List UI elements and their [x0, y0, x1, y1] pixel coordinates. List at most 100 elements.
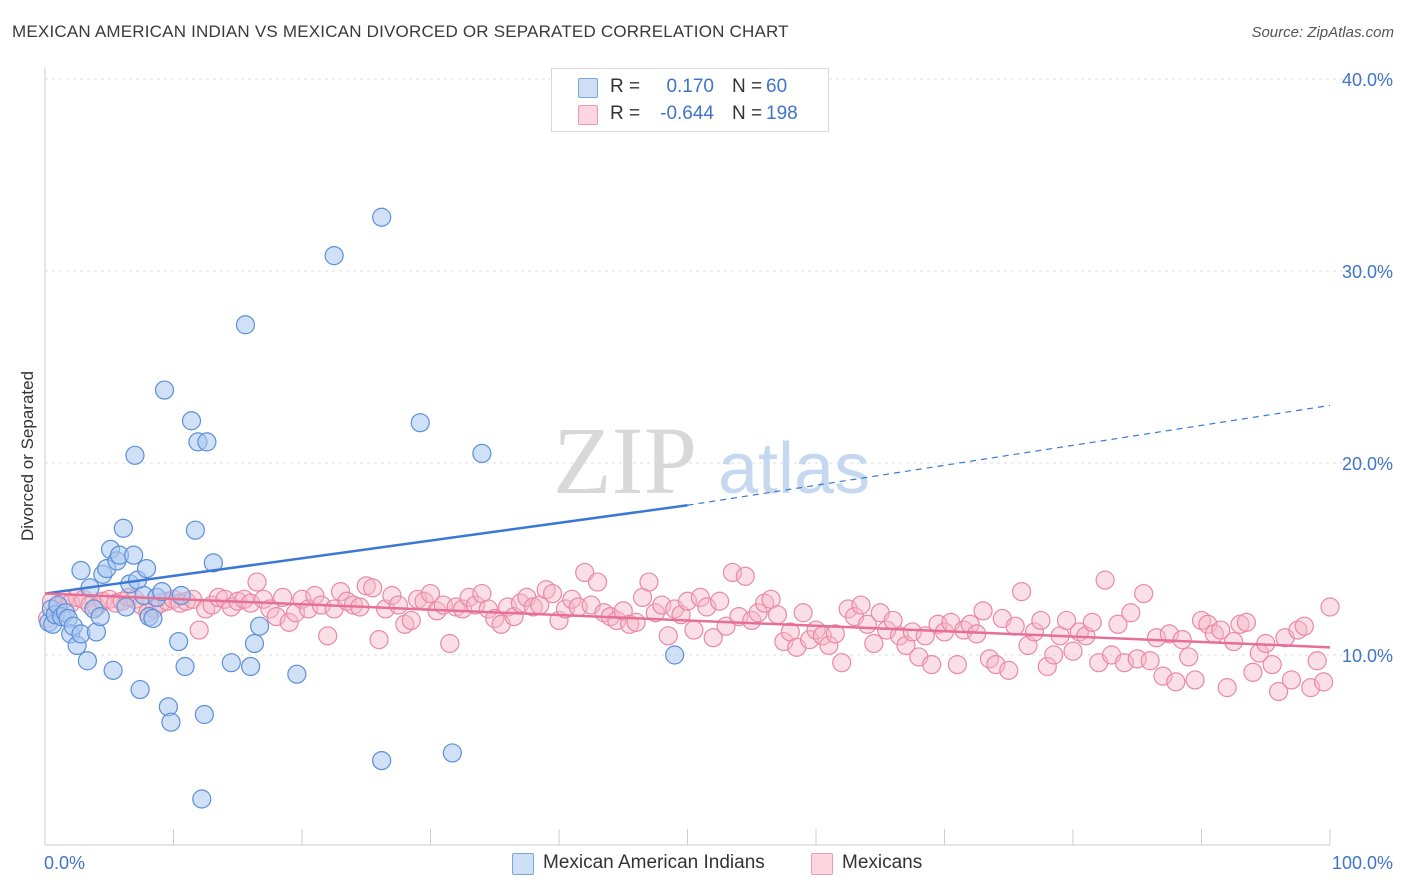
trend-line-blue [44, 504, 688, 595]
legend-n-label: N = [732, 103, 763, 124]
data-point-mexicans [735, 566, 755, 586]
data-point-mexican-american-indians [169, 631, 189, 652]
data-point-mexican-american-indians [181, 411, 202, 431]
legend-row-blue: R = 0.170 N = 60 [552, 74, 828, 100]
data-point-mexican-american-indians [113, 518, 133, 538]
data-point-mexican-american-indians [442, 743, 462, 763]
legend-swatch-blue [512, 853, 534, 875]
data-point-mexican-american-indians [665, 645, 685, 665]
data-point-mexicans [947, 654, 967, 675]
trend-line-blue-projection [687, 404, 1331, 506]
trend-line-pink [44, 592, 1331, 649]
data-point-mexican-american-indians [152, 582, 172, 602]
data-point-mexican-american-indians [136, 558, 157, 579]
axes [44, 68, 1331, 846]
data-point-mexicans [607, 610, 627, 631]
data-point-mexican-american-indians [185, 520, 205, 540]
data-point-mexicans [1294, 616, 1314, 636]
data-point-mexicans [279, 612, 299, 632]
data-point-mexicans [864, 633, 884, 654]
data-point-mexicans [645, 603, 665, 623]
data-point-mexican-american-indians [125, 445, 145, 465]
data-point-mexicans [851, 595, 871, 615]
data-point-mexicans [1320, 597, 1340, 617]
data-point-mexicans [767, 605, 788, 625]
data-point-mexicans [388, 595, 408, 615]
data-point-mexicans [1262, 654, 1282, 675]
data-point-mexicans [1024, 622, 1045, 642]
legend-n-value: 60 [766, 76, 788, 97]
data-point-mexicans [889, 626, 910, 646]
data-point-mexicans [247, 572, 267, 592]
legend-n-label: N = [732, 76, 763, 97]
data-point-mexicans [999, 660, 1019, 680]
data-point-mexicans [684, 620, 704, 640]
data-point-mexican-american-indians [143, 608, 163, 629]
data-point-mexicans [1114, 653, 1135, 673]
data-point-mexicans [575, 562, 595, 583]
data-point-mexicans [922, 654, 942, 675]
x-tick-label: 100.0% [1332, 853, 1393, 873]
data-point-mexicans [652, 595, 672, 615]
legend-r-value: 0.170 [666, 76, 714, 97]
legend-label: Mexican American Indians [543, 852, 765, 873]
trend-lines [44, 404, 1331, 649]
legend-r-label: R = [610, 103, 641, 124]
series-mexicans [37, 562, 1340, 702]
data-point-mexicans [1224, 631, 1244, 652]
data-point-mexican-american-indians [124, 545, 144, 565]
data-point-mexicans [273, 587, 293, 608]
data-point-mexican-american-indians [71, 560, 91, 581]
data-point-mexicans [1095, 570, 1115, 590]
data-point-mexicans [1121, 603, 1141, 623]
data-point-mexicans [1082, 612, 1102, 632]
data-point-mexicans [562, 589, 582, 609]
data-point-mexicans [1011, 582, 1032, 602]
data-point-mexicans [420, 583, 441, 604]
data-point-mexicans [1185, 670, 1205, 690]
chart-title: MEXICAN AMERICAN INDIAN VS MEXICAN DIVOR… [12, 22, 789, 41]
data-point-mexican-american-indians [221, 653, 241, 673]
data-point-mexicans [1217, 678, 1237, 698]
watermark-zip: ZIP [553, 407, 697, 514]
data-point-mexican-american-indians [197, 432, 217, 452]
tick-labels: 10.0% 20.0% 30.0% 40.0% 0.0% 100.0% [44, 70, 1393, 873]
y-tick-label: 30.0% [1342, 262, 1393, 282]
data-point-mexicans [838, 599, 858, 619]
data-point-mexican-american-indians [161, 712, 181, 732]
data-point-mexicans [1166, 672, 1186, 692]
data-point-mexicans [748, 603, 768, 623]
data-point-mexicans [1063, 641, 1083, 661]
data-point-mexican-american-indians [171, 585, 191, 606]
data-point-mexicans [542, 583, 563, 604]
data-point-mexican-american-indians [372, 750, 392, 771]
x-tick-label: 0.0% [44, 853, 85, 873]
data-point-mexicans [703, 628, 723, 648]
data-point-mexicans [1236, 612, 1257, 632]
data-point-mexicans [330, 582, 351, 602]
data-point-mexicans [363, 578, 383, 598]
legend-row-pink: R = -0.644 N = 198 [552, 101, 828, 127]
data-point-mexicans [382, 585, 402, 606]
data-point-mexican-american-indians [249, 616, 270, 636]
data-point-mexicans [722, 562, 743, 583]
watermark-atlas: atlas [718, 429, 870, 509]
data-point-mexicans [710, 591, 730, 611]
data-point-mexicans [690, 587, 710, 608]
y-tick-label: 10.0% [1342, 646, 1393, 666]
y-tick-label: 40.0% [1342, 70, 1393, 90]
data-point-mexicans [1268, 681, 1289, 702]
y-axis-title: Divorced or Separated [18, 371, 37, 541]
data-point-mexican-american-indians [244, 633, 265, 654]
data-point-mexicans [453, 599, 473, 619]
data-point-mexican-american-indians [410, 413, 430, 433]
data-point-mexicans [189, 620, 209, 640]
data-point-mexicans [626, 612, 646, 632]
legend-r-label: R = [610, 76, 641, 97]
data-point-mexican-american-indians [203, 553, 223, 573]
data-point-mexican-american-indians [287, 664, 307, 684]
data-point-mexicans [1037, 656, 1057, 677]
data-point-mexicans [465, 595, 486, 615]
data-point-mexicans [677, 591, 698, 611]
